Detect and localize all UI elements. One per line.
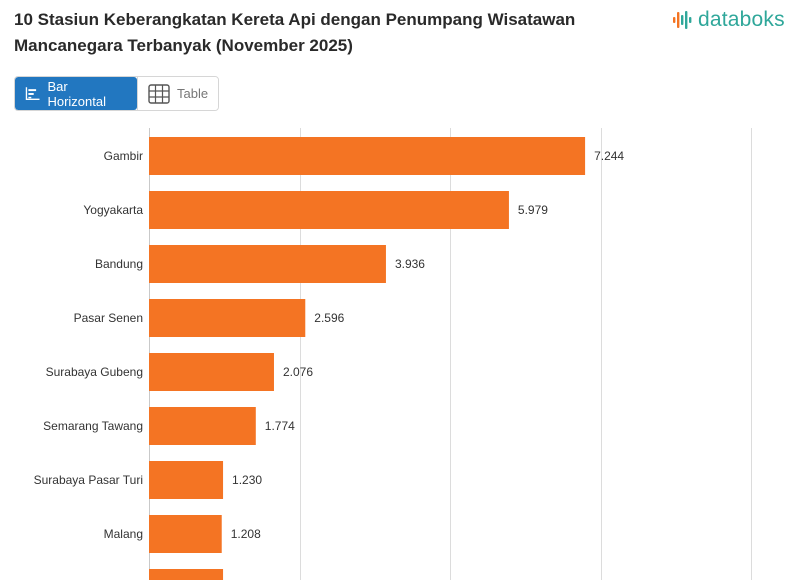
category-label: Malang: [104, 527, 143, 541]
table-label: Table: [177, 86, 209, 101]
bar: [149, 515, 222, 553]
data-label: 2.596: [314, 311, 344, 325]
category-label: Semarang Tawang: [43, 419, 143, 433]
data-label: 7.244: [594, 149, 624, 163]
bar: [149, 461, 224, 499]
bar: [149, 569, 224, 580]
table-icon: [148, 83, 170, 104]
bar: [149, 191, 509, 229]
bar: [149, 137, 586, 175]
chart-title-line-1: 10 Stasiun Keberangkatan Kereta Api deng…: [14, 10, 576, 29]
bar: [149, 353, 274, 391]
databoks-logo-icon: [673, 11, 692, 29]
brand-logo: databoks: [672, 8, 785, 32]
bar-horizontal-label: Bar Horizontal: [47, 78, 106, 109]
data-label: 5.979: [518, 203, 548, 217]
data-label: 1.230: [232, 473, 262, 487]
category-label: Yogyakarta: [83, 203, 143, 217]
bar: [149, 299, 306, 337]
view-toggle: Bar Horizontal Table: [14, 76, 220, 111]
category-label: Surabaya Gubeng: [46, 365, 143, 379]
category-label: Pasar Senen: [74, 311, 143, 325]
bar-chart: Gambir 7.244 Yogyakarta 5.979 Bandung 3.936 Pa…: [34, 128, 752, 580]
category-label: Surabaya Pasar Turi: [34, 473, 143, 487]
table-button[interactable]: Table: [137, 77, 219, 110]
bar-chart-icon: [25, 87, 40, 100]
bar: [149, 407, 256, 445]
data-label: 1.208: [231, 527, 261, 541]
bar-horizontal-button[interactable]: Bar Horizontal: [15, 77, 137, 110]
category-label: Gambir: [104, 149, 143, 163]
data-label: 3.936: [395, 257, 425, 271]
data-label: 2.076: [283, 365, 313, 379]
category-label: Bandung: [95, 257, 143, 271]
bar: [149, 245, 386, 283]
brand-name: databoks: [698, 8, 785, 31]
chart-title: 10 Stasiun Keberangkatan Kereta Api deng…: [14, 7, 614, 59]
chart-title-line-2: Mancanegara Terbanyak (November 2025): [14, 36, 353, 55]
data-label: 1.774: [265, 419, 295, 433]
